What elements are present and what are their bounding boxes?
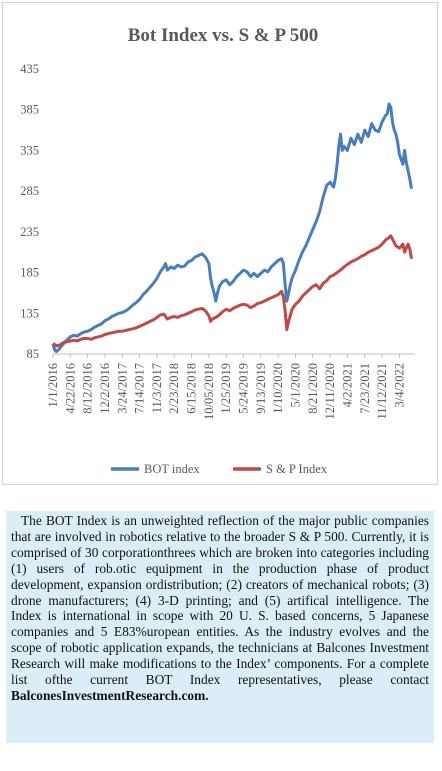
legend: BOT index S & P Index: [111, 462, 328, 476]
x-tick-label: 12/2/2016: [98, 363, 112, 414]
chart-container: Bot Index vs. S & P 500 85 135 185 235 285 33…: [2, 2, 438, 485]
x-tick-label: 2/23/2018: [167, 363, 181, 414]
x-tick-label: 1/10/2020: [271, 363, 285, 414]
y-tick-label: 235: [20, 225, 39, 239]
contact-link-text: BalconesInvestmentResearch.com.: [11, 687, 209, 703]
y-tick-label: 185: [20, 266, 39, 280]
x-tick-label: 11/3/2017: [150, 363, 164, 413]
chart-title: Bot Index vs. S & P 500: [128, 25, 319, 46]
x-tick-label: 3/24/2017: [115, 363, 129, 414]
x-tick-label: 1/1/2016: [46, 363, 60, 407]
y-tick-label: 385: [20, 103, 39, 117]
series-line-bot-index: [51, 102, 413, 354]
description-box: The BOT Index is an unweighted reflectio…: [6, 511, 434, 743]
x-tick-label: 5/1/2020: [288, 363, 302, 407]
y-tick-label: 435: [20, 62, 39, 76]
x-tick-label: 8/21/2020: [306, 363, 320, 414]
x-tick-label: 9/13/2019: [254, 363, 268, 414]
x-tick-label: 7/23/2021: [358, 363, 372, 414]
x-tick-label: 5/24/2019: [237, 363, 251, 414]
x-tick-label: 3/4/2022: [392, 363, 406, 407]
legend-label: S & P Index: [266, 462, 328, 476]
y-tick-label: 135: [20, 306, 39, 320]
x-tick-label: 7/14/2017: [133, 363, 147, 414]
description-text: The BOT Index is an unweighted reflectio…: [11, 513, 429, 688]
x-tick-label: 4/22/2016: [63, 363, 77, 414]
x-tick-label: 1/25/2019: [219, 363, 233, 414]
series-line-sp-index: [52, 234, 413, 348]
legend-label: BOT index: [144, 462, 200, 476]
chart: Bot Index vs. S & P 500 85 135 185 235 285 33…: [20, 25, 415, 476]
x-axis: 1/1/2016 4/22/2016 8/12/2016 12/2/2016 3/24/…: [46, 353, 415, 420]
x-tick-label: 10/05/2018: [202, 363, 216, 420]
x-tick-label: 11/12/2021: [375, 363, 389, 419]
x-tick-label: 8/12/2016: [81, 363, 95, 414]
x-tick-label: 4/2/2021: [340, 363, 354, 407]
y-axis: 85 135 185 235 285 335 385 435: [20, 62, 39, 361]
series-layer: [51, 102, 413, 354]
x-tick-label: 6/15/2018: [185, 363, 199, 414]
x-tick-label: 12/11/2020: [323, 363, 337, 419]
y-tick-label: 285: [20, 184, 39, 198]
y-tick-label: 335: [20, 143, 39, 157]
y-tick-label: 85: [27, 347, 40, 361]
